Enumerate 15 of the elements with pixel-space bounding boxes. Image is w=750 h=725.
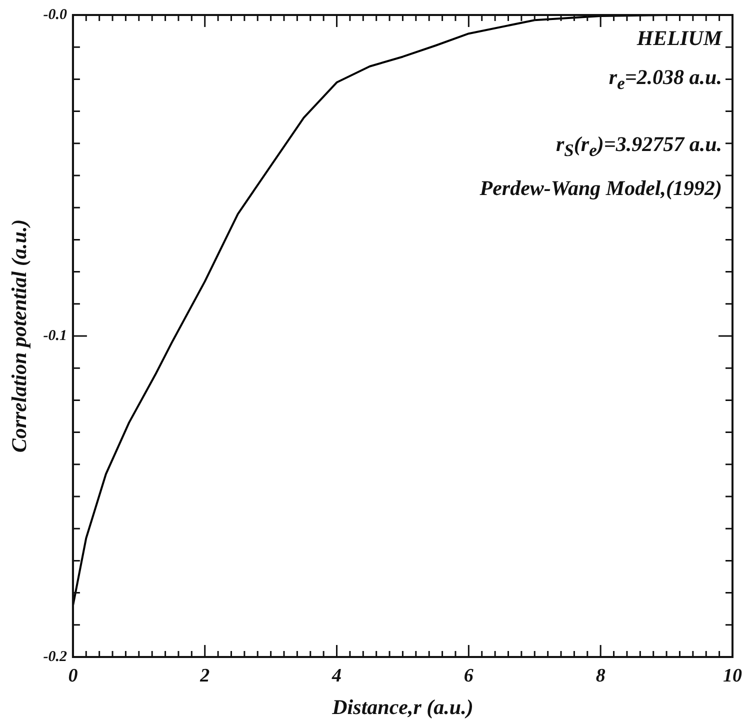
y-axis-title: Correlation potential (a.u.) — [7, 219, 32, 453]
x-axis-title: Distance,r (a.u.) — [331, 694, 474, 719]
annotation: r$_{e}$=2.038 a.u. — [608, 65, 722, 94]
y-tick-label: -0.1 — [43, 328, 67, 344]
annotation: Perdew-Wang Model,(1992) — [480, 176, 722, 201]
y-tick-label: -0.0 — [43, 6, 68, 23]
annotation: HELIUM — [636, 26, 722, 52]
x-tick-label: 0 — [68, 665, 78, 686]
x-tick-label: 8 — [596, 665, 606, 686]
y-tick-label: -0.2 — [43, 648, 68, 665]
annotation: r$_{S}$(r$_{e}$)=3.92757 a.u. — [554, 132, 722, 162]
x-tick-label: 4 — [331, 665, 342, 686]
x-tick-label: 2 — [199, 665, 210, 686]
x-tick-label: 6 — [464, 665, 474, 686]
x-tick-label: 10 — [723, 665, 742, 686]
